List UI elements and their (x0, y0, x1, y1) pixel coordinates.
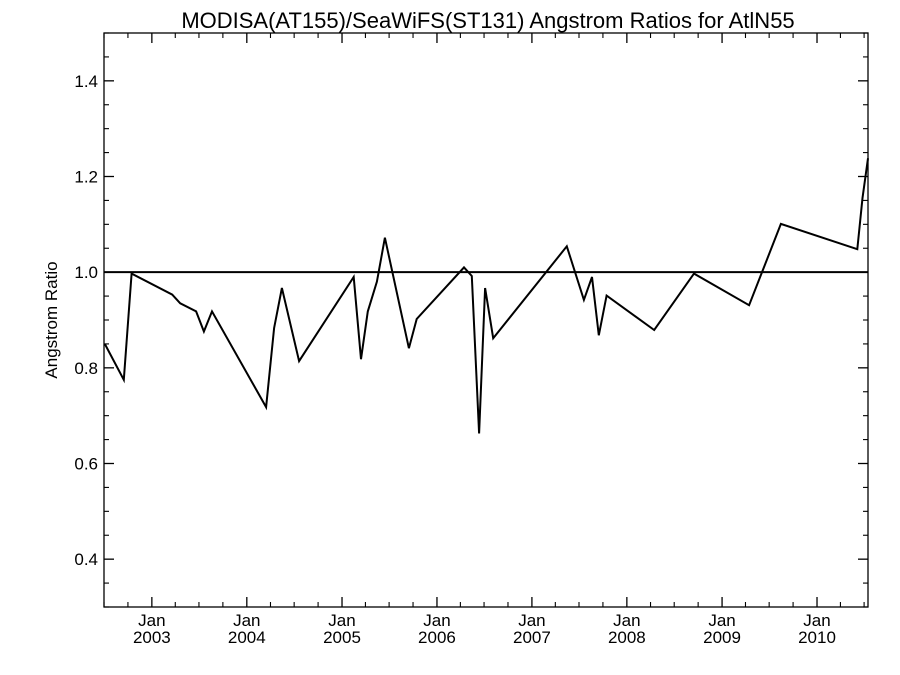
x-tick-year: 2003 (133, 628, 171, 647)
minor-ticks (103, 32, 868, 608)
series-line (103, 158, 869, 434)
y-tick-label: 1.4 (74, 72, 98, 91)
x-tick-month: Jan (423, 611, 450, 630)
x-tick-year: 2010 (798, 628, 836, 647)
chart-title: MODISA(AT155)/SeaWiFS(ST131) Angstrom Ra… (181, 8, 794, 33)
y-axis-ticks: 0.4 0.6 0.8 1.0 1.2 1.4 (74, 72, 868, 569)
x-tick-year: 2004 (228, 628, 266, 647)
x-tick-month: Jan (328, 611, 355, 630)
x-tick-year: 2005 (323, 628, 361, 647)
x-tick-month: Jan (708, 611, 735, 630)
x-tick-year: 2008 (608, 628, 646, 647)
y-tick-label: 1.0 (74, 263, 98, 282)
x-tick-month: Jan (613, 611, 640, 630)
y-axis-label: Angstrom Ratio (42, 261, 61, 378)
x-tick-year: 2009 (703, 628, 741, 647)
x-tick-month: Jan (518, 611, 545, 630)
x-tick-month: Jan (803, 611, 830, 630)
y-tick-label: 0.8 (74, 359, 98, 378)
plot-frame (103, 32, 869, 608)
y-tick-label: 1.2 (74, 168, 98, 187)
y-tick-label: 0.6 (74, 455, 98, 474)
x-axis-ticks: Jan2003Jan2004Jan2005Jan2006Jan2007Jan20… (133, 33, 836, 647)
x-tick-month: Jan (138, 611, 165, 630)
y-tick-label: 0.4 (74, 550, 98, 569)
x-tick-month: Jan (233, 611, 260, 630)
x-tick-year: 2007 (513, 628, 551, 647)
x-tick-year: 2006 (418, 628, 456, 647)
